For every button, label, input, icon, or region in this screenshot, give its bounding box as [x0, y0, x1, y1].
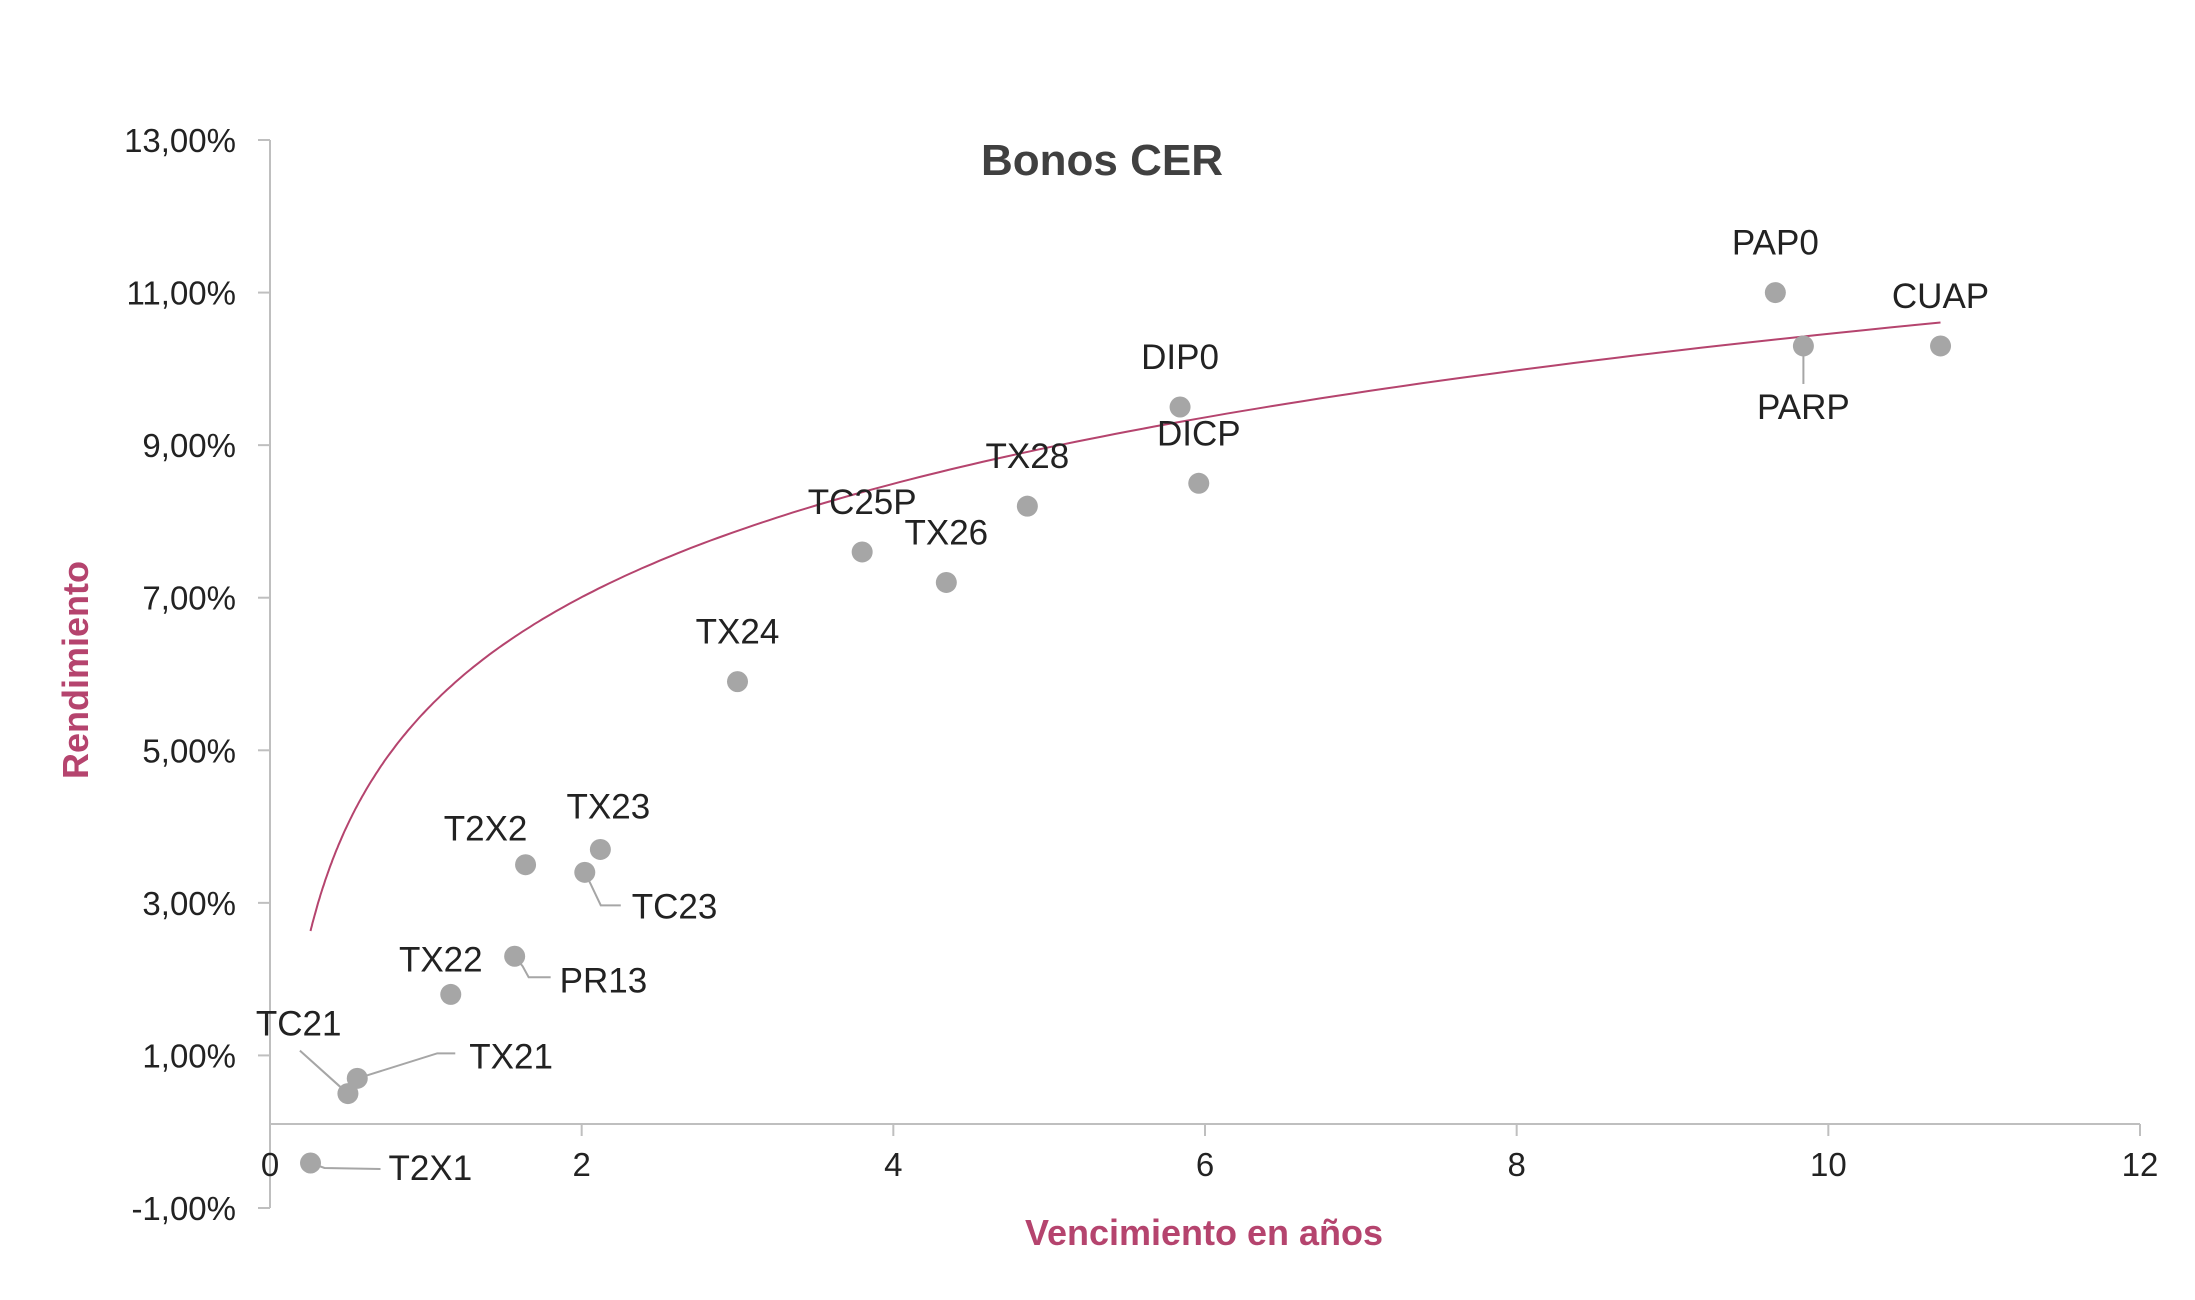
point-label: DIP0	[1141, 338, 1219, 377]
point-labels: T2X1 TC21 TX21 TX22 PR13 T2X2 TC23 TX23 TX24 TC25…	[256, 224, 1989, 1188]
y-axis-title: Rendimiento	[55, 561, 96, 779]
x-tick-label: 0	[261, 1146, 279, 1183]
data-point	[589, 838, 611, 860]
x-axis-title: Vencimiento en años	[1025, 1212, 1383, 1253]
x-tick-label: 8	[1507, 1146, 1525, 1183]
leader-line	[299, 1049, 349, 1095]
point-label: T2X2	[444, 810, 528, 849]
data-point	[300, 1152, 322, 1174]
x-axis-ticks: 0 2 4 6 8 10 12	[261, 1124, 2159, 1183]
point-label: TX26	[904, 513, 988, 552]
point-label: PAP0	[1732, 224, 1819, 263]
data-point	[515, 854, 537, 876]
point-label: TX24	[696, 613, 780, 652]
data-point	[1016, 495, 1038, 517]
data-point	[851, 541, 873, 563]
point-label: TC21	[256, 1005, 342, 1044]
y-tick-label: 5,00%	[142, 732, 236, 769]
point-label: TX28	[986, 437, 1070, 476]
chart-title: Bonos CER	[981, 136, 1223, 185]
data-point	[504, 945, 526, 967]
leader-line	[310, 1162, 381, 1170]
data-point	[1930, 335, 1952, 357]
data-point	[1169, 396, 1191, 418]
point-label: TX23	[567, 787, 651, 826]
data-points	[300, 282, 1952, 1174]
y-tick-label: 9,00%	[142, 427, 236, 464]
trendline	[309, 321, 1941, 932]
data-point	[1764, 282, 1786, 304]
x-tick-label: 4	[884, 1146, 902, 1183]
x-tick-label: 2	[572, 1146, 590, 1183]
data-point	[346, 1067, 368, 1089]
y-axis-ticks: -1,00% 1,00% 3,00% 5,00% 7,00% 9,00% 11,00% 13,…	[124, 122, 270, 1227]
data-point	[440, 983, 462, 1005]
point-label: TC25P	[808, 483, 917, 522]
x-tick-label: 6	[1196, 1146, 1214, 1183]
point-label: TC23	[632, 887, 718, 926]
data-point	[574, 861, 596, 883]
y-tick-label: 13,00%	[124, 122, 236, 159]
data-point	[935, 571, 957, 593]
point-label: CUAP	[1892, 277, 1989, 316]
y-tick-label: 11,00%	[127, 275, 236, 312]
data-point	[1188, 472, 1210, 494]
point-label: PR13	[560, 961, 648, 1000]
leader-line	[356, 1052, 456, 1080]
y-tick-label: 1,00%	[142, 1037, 236, 1074]
point-label: TX21	[469, 1037, 553, 1076]
x-tick-label: 12	[2122, 1146, 2159, 1183]
point-label: PARP	[1757, 388, 1850, 427]
data-point	[727, 671, 748, 693]
data-point	[337, 1083, 359, 1105]
point-label: DICP	[1157, 414, 1241, 453]
point-label: TX22	[399, 940, 483, 979]
y-tick-label: -1,00%	[131, 1190, 236, 1227]
x-tick-label: 10	[1810, 1146, 1847, 1183]
y-tick-label: 3,00%	[142, 885, 236, 922]
point-label: T2X1	[389, 1149, 473, 1188]
data-point	[1792, 335, 1814, 357]
y-tick-label: 7,00%	[142, 580, 236, 617]
